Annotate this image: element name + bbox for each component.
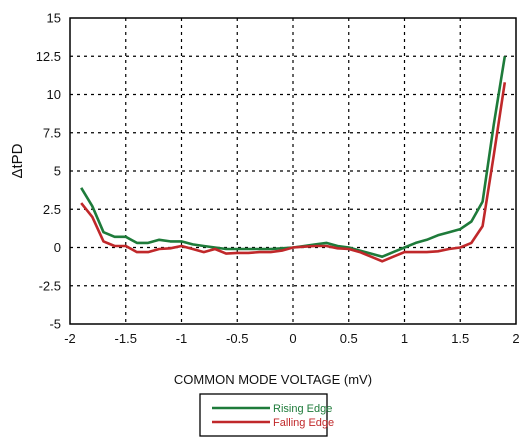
x-tick-label: 2: [512, 331, 519, 346]
grid: [70, 18, 516, 324]
series-lines: [80, 56, 507, 263]
x-tick-label: 0.5: [340, 331, 358, 346]
x-tick-label: -1: [176, 331, 188, 346]
y-axis: -5 -2.5 0 2.5 5 7.5 10 12.5 15: [36, 11, 61, 332]
x-tick-label: -1.5: [115, 331, 137, 346]
x-tick-label: 1: [401, 331, 408, 346]
y-tick-label: -2.5: [39, 278, 61, 293]
series-line-falling-edge: [80, 82, 507, 263]
y-tick-label: 2.5: [43, 202, 61, 217]
x-axis-title: COMMON MODE VOLTAGE (mV): [174, 372, 372, 387]
x-axis: -2 -1.5 -1 -0.5 0 0.5 1 1.5 2: [64, 331, 519, 346]
legend-box: [199, 393, 328, 437]
legend-label: Falling Edge: [273, 417, 334, 429]
x-tick-label: 0: [289, 331, 296, 346]
y-tick-label: 5: [54, 164, 61, 179]
plot-frame: [69, 17, 517, 325]
y-tick-label: -5: [49, 317, 61, 332]
y-tick-label: 15: [47, 11, 61, 26]
y-tick-label: 10: [47, 87, 61, 102]
x-tick-label: 1.5: [451, 331, 469, 346]
y-axis-title: ΔtPD: [9, 143, 26, 178]
x-tick-label: -2: [64, 331, 76, 346]
legend-label: Rising Edge: [273, 403, 332, 415]
y-tick-label: 12.5: [36, 49, 61, 64]
y-tick-label: 0: [54, 240, 61, 255]
y-tick-label: 7.5: [43, 125, 61, 140]
legend: Rising Edge Falling Edge: [199, 393, 334, 437]
series-line-rising-edge: [80, 56, 507, 259]
x-tick-label: -0.5: [226, 331, 248, 346]
